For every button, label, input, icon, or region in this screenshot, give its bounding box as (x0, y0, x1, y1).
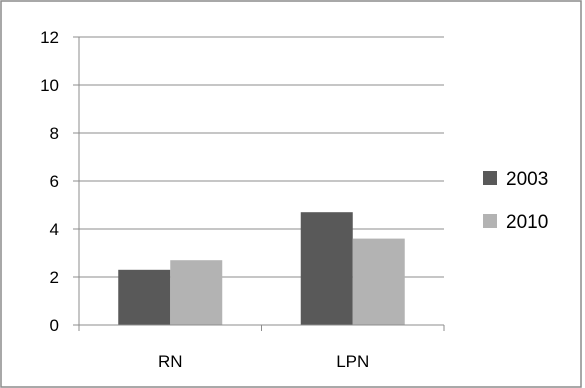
legend-swatch-2003 (483, 171, 497, 185)
bar-2010-LPN (352, 238, 405, 325)
legend-label: 2003 (506, 169, 548, 190)
axes (73, 36, 445, 331)
y-tick-label: 4 (50, 220, 59, 239)
legend-swatch-2010 (483, 214, 497, 228)
bar-2010-RN (170, 260, 223, 325)
y-tick-label: 6 (50, 172, 59, 191)
bar-2003-LPN (300, 212, 353, 325)
bars (118, 212, 405, 325)
legend-label: 2010 (506, 212, 548, 233)
y-axis-tick-labels: 0 2 4 6 8 10 12 (40, 28, 59, 335)
y-tick-label: 12 (40, 28, 59, 47)
y-tick-label: 0 (50, 316, 59, 335)
x-tick-label: LPN (336, 352, 369, 371)
x-axis-tick-labels: RN LPN (158, 352, 369, 371)
legend: 2003 2010 (483, 169, 548, 233)
bar-2003-RN (118, 269, 171, 325)
y-tick-label: 10 (40, 76, 59, 95)
y-tick-label: 8 (50, 124, 59, 143)
y-tick-label: 2 (50, 268, 59, 287)
x-tick-label: RN (158, 352, 183, 371)
